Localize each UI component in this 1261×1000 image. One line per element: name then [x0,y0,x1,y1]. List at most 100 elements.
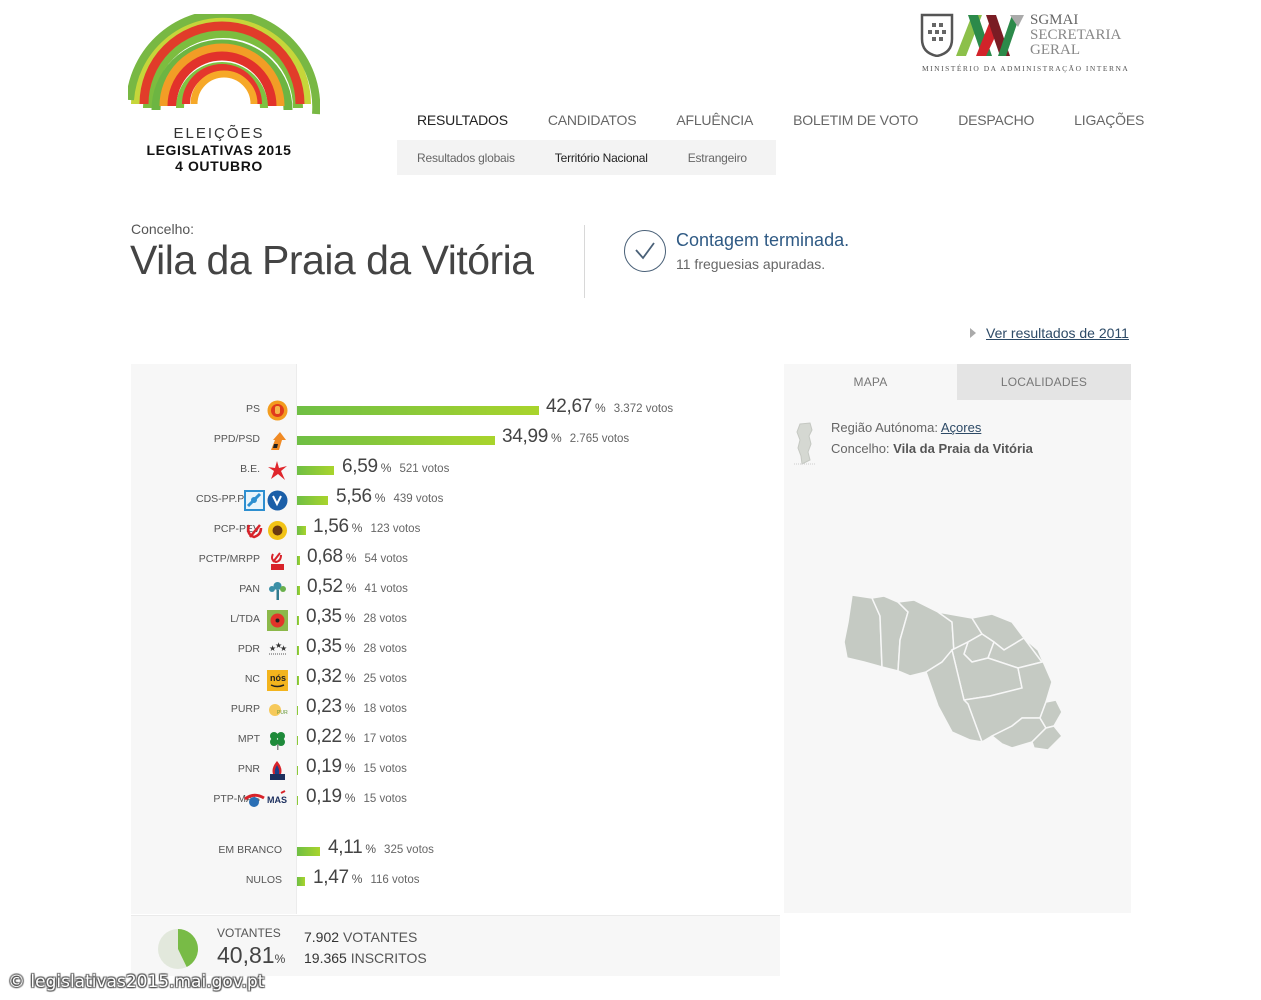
vote-bar [297,586,300,595]
ministry-emblem-icon [920,13,1024,57]
vote-percent: 0,22 [306,726,342,747]
svg-text:MAS: MAS [267,795,287,805]
vote-count: 2.765 votos [569,433,630,445]
vote-count: 25 votos [363,673,407,685]
turnout-percent: 40,81% [217,942,285,969]
municipality-map[interactable] [842,592,1074,752]
vote-count: 3.372 votos [613,403,674,415]
percent-sign: % [344,701,356,715]
percent-sign: % [344,731,356,745]
parish-region [925,648,984,743]
svg-text:nós: nós [270,673,286,683]
results-chart: PS 42,67% 3.372 votos PPD/PSD 34,99% 2.765… [131,364,782,914]
vote-bar [297,526,306,535]
mas-logo-icon: MAS [267,789,288,811]
party-row-pctp-mrpp[interactable]: PCTP/MRPP 0,68% 54 votos [131,546,782,572]
registered-stat: 19.365 INSCRITOS [304,950,427,966]
vote-percent: 42,67 [546,396,593,417]
percent-sign: % [344,641,356,655]
party-row-livre[interactable]: L/TDA 0,35% 28 votos [131,606,782,632]
vote-bar [297,766,298,775]
party-row-pan[interactable]: PAN 0,52% 41 votos [131,576,782,602]
elections-logo[interactable]: ELEIÇÕES LEGISLATIVAS 2015 4 OUTUBRO [128,14,320,176]
vote-bar [297,676,299,685]
turnout-percent-value: 40,81 [217,942,275,968]
region-link-acores[interactable]: Açores [940,420,982,435]
vote-percent: 1,47 [313,867,349,888]
party-row-ptp-mas[interactable]: PTP-MAS MAS 0,19% 15 votos [131,786,782,812]
voters-stat: 7.902 VOTANTES [304,929,417,945]
divider [584,225,585,298]
vote-bar [297,796,298,805]
nav-afluencia[interactable]: AFLUÊNCIA [676,112,754,128]
vote-bar [297,436,495,445]
compare-2011-link-text[interactable]: Ver resultados de 2011 [986,325,1129,341]
nav-ligacoes[interactable]: LIGAÇÕES [1074,112,1145,128]
party-name: PAN [239,583,260,595]
party-row-ps[interactable]: PS 42,67% 3.372 votos [131,396,782,422]
vote-percent: 0,32 [306,666,342,687]
purp-sun-logo-icon: PURP [267,700,292,721]
check-circle-icon [624,230,666,272]
party-row-cds-ppm[interactable]: CDS-PP.PPM 5,56% 439 votos [131,486,782,512]
percent-sign: % [344,671,356,685]
be-star-logo-icon [267,460,288,481]
registered-count: 19.365 [304,950,347,966]
subnav-resultados-globais[interactable]: Resultados globais [417,150,515,165]
nav-candidatos[interactable]: CANDIDATOS [547,112,637,128]
percent-sign: % [374,491,386,505]
concelho-info: Concelho: Vila da Praia da Vitória [831,441,1033,456]
party-name: L/TDA [230,613,260,625]
org-line-2: SECRETARIA [1030,27,1122,43]
voters-label: VOTANTES [342,929,418,945]
percent-sign: % [551,431,562,445]
party-row-pcp-pev[interactable]: PCP-PEV 1,56% 123 votos [131,516,782,542]
concelho-label: Concelho: [131,221,195,237]
vote-percent: 4,11 [328,837,363,858]
party-row-nc[interactable]: NC nós 0,32% 25 votos [131,666,782,692]
sgmai-logo[interactable]: SGMAI SECRETARIA GERAL MINISTÉRIO DA ADM… [920,13,1135,75]
parish-region [1031,725,1064,751]
row-name: EM BRANCO [218,844,282,856]
percent-sign: % [274,952,286,966]
tab-mapa[interactable]: MAPA [784,364,957,400]
tab-localidades[interactable]: LOCALIDADES [957,364,1131,400]
turnout-label: VOTANTES [217,926,281,940]
vote-bar [297,406,539,415]
region-label: Região Autónoma: [831,420,938,435]
vote-percent: 0,52 [307,576,343,597]
ptp-logo-icon [244,790,265,811]
region-info: Região Autónoma: Açores [831,420,981,435]
party-row-purp[interactable]: PURP PURP 0,23% 18 votos [131,696,782,722]
party-row-pnr[interactable]: PNR 0,19% 15 votos [131,756,782,782]
pcp-hammer-sickle-icon [244,520,265,541]
pdr-stars-logo-icon: ★ ★ ★ [267,640,288,661]
party-row-psd[interactable]: PPD/PSD 34,99% 2.765 votos [131,426,782,452]
subnav-territorio-nacional[interactable]: Território Nacional [554,150,648,165]
main-nav: RESULTADOS CANDIDATOS AFLUÊNCIA BOLETIM … [397,112,1164,128]
null-votes-row[interactable]: NULOS 1,47% 116 votos [131,867,782,893]
party-name: B.E. [240,463,260,475]
party-row-be[interactable]: B.E. 6,59% 521 votos [131,456,782,482]
logo-line-3: 4 OUTUBRO [175,158,263,174]
vote-count: 28 votos [363,643,407,655]
percent-sign: % [365,842,377,856]
nav-boletim-de-voto[interactable]: BOLETIM DE VOTO [793,112,919,128]
nav-despacho[interactable]: DESPACHO [958,112,1035,128]
watermark: © legislativas2015.mai.gov.pt [8,972,265,992]
portugal-minimap-icon[interactable] [792,422,818,466]
subnav-estrangeiro[interactable]: Estrangeiro [687,150,747,165]
nav-resultados[interactable]: RESULTADOS [417,112,508,128]
vote-count: 15 votos [363,763,407,775]
party-row-mpt[interactable]: MPT 0,22% 17 votos [131,726,782,752]
vote-count: 41 votos [364,583,408,595]
party-row-pdr[interactable]: PDR ★ ★ ★ 0,35% 28 votos [131,636,782,662]
party-name: NC [244,673,260,685]
blank-votes-row[interactable]: EM BRANCO 4,11% 325 votos [131,837,782,863]
vote-percent: 0,35 [306,606,342,627]
compare-2011-link[interactable]: Ver resultados de 2011 [970,325,1129,341]
vote-bar [297,736,298,745]
ps-fist-logo-icon [267,400,288,421]
svg-text:★: ★ [269,644,276,653]
status-title: Contagem terminada. [676,230,850,250]
